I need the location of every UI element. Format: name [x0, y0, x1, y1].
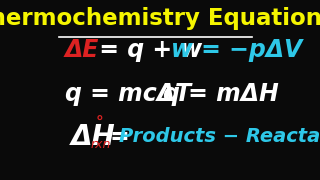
- Text: Products − Reactants: Products − Reactants: [119, 127, 320, 146]
- Text: °: °: [95, 116, 103, 131]
- Text: ΔH: ΔH: [71, 123, 115, 151]
- Text: = q + w: = q + w: [91, 38, 203, 62]
- Text: q = mΔH: q = mΔH: [163, 82, 279, 106]
- Text: ΔE: ΔE: [65, 38, 99, 62]
- Text: Thermochemistry Equations: Thermochemistry Equations: [0, 7, 320, 30]
- Text: rxn: rxn: [90, 138, 111, 151]
- Text: q = mcΔT: q = mcΔT: [65, 82, 191, 106]
- Text: w = −pΔV: w = −pΔV: [171, 38, 302, 62]
- Text: =: =: [109, 125, 129, 149]
